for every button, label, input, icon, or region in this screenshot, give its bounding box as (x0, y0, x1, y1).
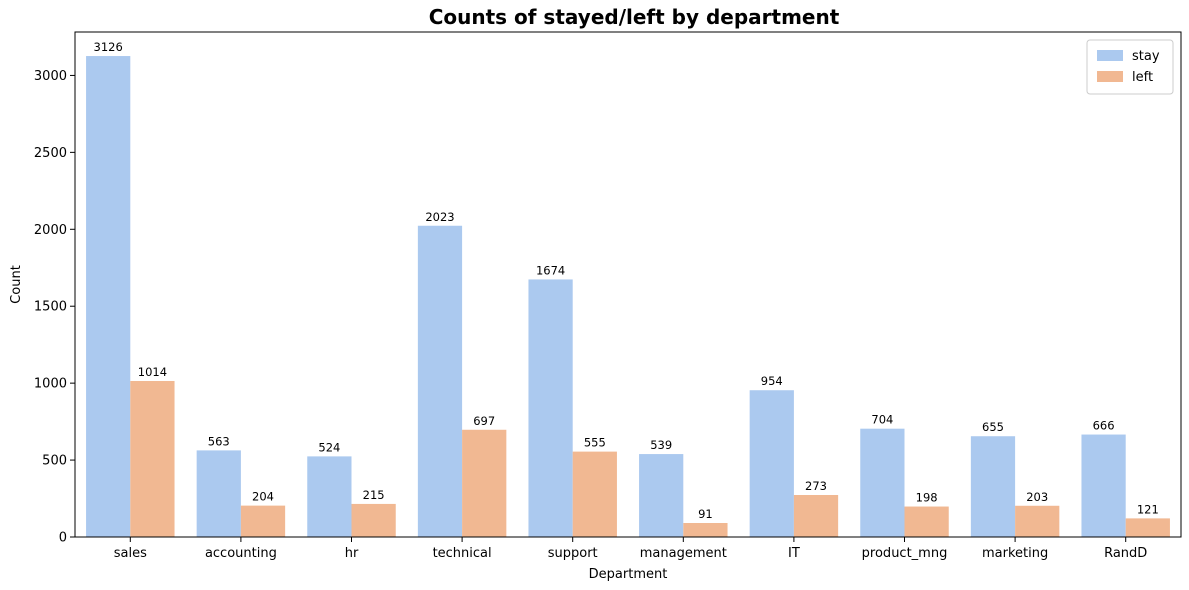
bar-left-IT (793, 494, 839, 537)
legend-label-stay: stay (1132, 49, 1160, 64)
bar-left-marketing (1015, 505, 1060, 537)
bar-stay-product_mng (860, 428, 905, 537)
x-tick-label-sales: sales (114, 546, 147, 561)
bar-stay-RandD (1081, 434, 1126, 537)
bar-label-stay-sales: 3126 (94, 40, 123, 54)
bar-label-left-product_mng: 198 (916, 491, 938, 505)
bar-stay-hr (307, 456, 352, 537)
bar-left-support (572, 451, 617, 537)
bar-stay-technical (417, 225, 463, 538)
x-tick-label-support: support (548, 546, 598, 561)
x-tick-label-management: management (640, 546, 727, 561)
y-tick-label: 500 (42, 454, 67, 469)
bar-left-hr (351, 503, 396, 537)
chart-title: Counts of stayed/left by department (429, 5, 840, 29)
bar-label-left-IT: 273 (805, 479, 827, 493)
plot-frame (74, 31, 1182, 538)
bar-label-stay-accounting: 563 (208, 434, 230, 448)
x-tick-label-accounting: accounting (205, 546, 277, 561)
bar-label-left-support: 555 (584, 436, 606, 450)
bar-label-stay-management: 539 (650, 438, 672, 452)
x-tick-label-IT: IT (788, 546, 800, 561)
bar-label-left-RandD: 121 (1137, 502, 1159, 516)
bar-left-accounting (240, 505, 286, 537)
y-tick-label: 1000 (34, 377, 67, 392)
x-tick-label-marketing: marketing (982, 546, 1048, 561)
bars-group (86, 56, 1170, 538)
bar-left-technical (462, 429, 507, 537)
x-axis-label: Department (589, 567, 668, 582)
legend-swatch-left (1097, 71, 1123, 82)
legend-box (1086, 39, 1174, 95)
bar-label-stay-marketing: 655 (982, 420, 1004, 434)
bar-label-stay-technical: 2023 (425, 210, 454, 224)
y-tick-label: 2500 (34, 146, 67, 161)
bar-label-left-hr: 215 (363, 488, 385, 502)
bar-stay-support (528, 279, 573, 537)
bar-left-management (683, 522, 728, 537)
x-tick-label-product_mng: product_mng (862, 546, 948, 561)
y-tick-label: 0 (59, 531, 67, 546)
bar-stay-accounting (196, 450, 241, 537)
y-tick-label: 1500 (34, 300, 67, 315)
x-axis: sales accounting hr technical support managem… (114, 537, 1147, 561)
bar-stay-management (639, 454, 684, 537)
bar-label-left-sales: 1014 (138, 365, 167, 379)
bar-label-left-technical: 697 (473, 414, 495, 428)
bar-label-stay-support: 1674 (536, 263, 565, 277)
legend-label-left: left (1132, 70, 1153, 85)
bar-label-stay-IT: 954 (761, 374, 783, 388)
bar-stay-marketing (970, 436, 1016, 537)
bar-label-left-accounting: 204 (252, 490, 274, 504)
legend-swatch-stay (1097, 50, 1123, 61)
bar-left-product_mng (904, 506, 949, 537)
bar-label-stay-RandD: 666 (1093, 419, 1115, 433)
bar-label-left-marketing: 203 (1026, 490, 1048, 504)
x-tick-label-hr: hr (345, 546, 359, 561)
bar-label-left-management: 91 (698, 507, 713, 521)
bar-left-sales (130, 380, 175, 537)
y-axis-label: Count (9, 265, 24, 304)
y-tick-label: 2000 (34, 223, 67, 238)
bar-stay-sales (86, 56, 131, 538)
x-tick-label-RandD: RandD (1104, 546, 1147, 561)
bar-label-stay-hr: 524 (318, 440, 340, 454)
legend: stay left (1086, 39, 1174, 95)
bar-stay-IT (749, 390, 794, 537)
x-tick-label-technical: technical (433, 546, 492, 561)
bar-label-stay-product_mng: 704 (871, 413, 893, 427)
y-axis: 0 500 1000 1500 2000 2500 3000 (34, 69, 75, 546)
bar-left-RandD (1125, 518, 1170, 537)
y-tick-label: 3000 (34, 69, 67, 84)
bar-labels-group: 3126 1014 563 204 524 215 2023 697 1674 555 539 91 9… (94, 40, 1159, 521)
